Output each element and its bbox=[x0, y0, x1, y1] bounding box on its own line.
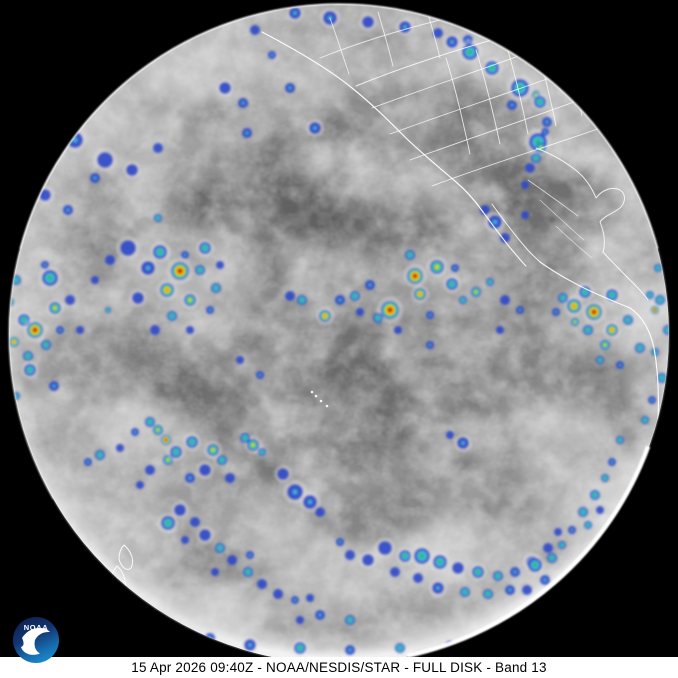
noaa-logo-text: NOAA bbox=[23, 623, 49, 632]
caption-text: 15 Apr 2026 09:40Z - NOAA/NESDIS/STAR - … bbox=[131, 660, 547, 675]
noaa-gull-icon bbox=[21, 627, 50, 655]
caption-bar: 15 Apr 2026 09:40Z - NOAA/NESDIS/STAR - … bbox=[0, 657, 678, 678]
noaa-logo: NOAA bbox=[13, 617, 59, 663]
